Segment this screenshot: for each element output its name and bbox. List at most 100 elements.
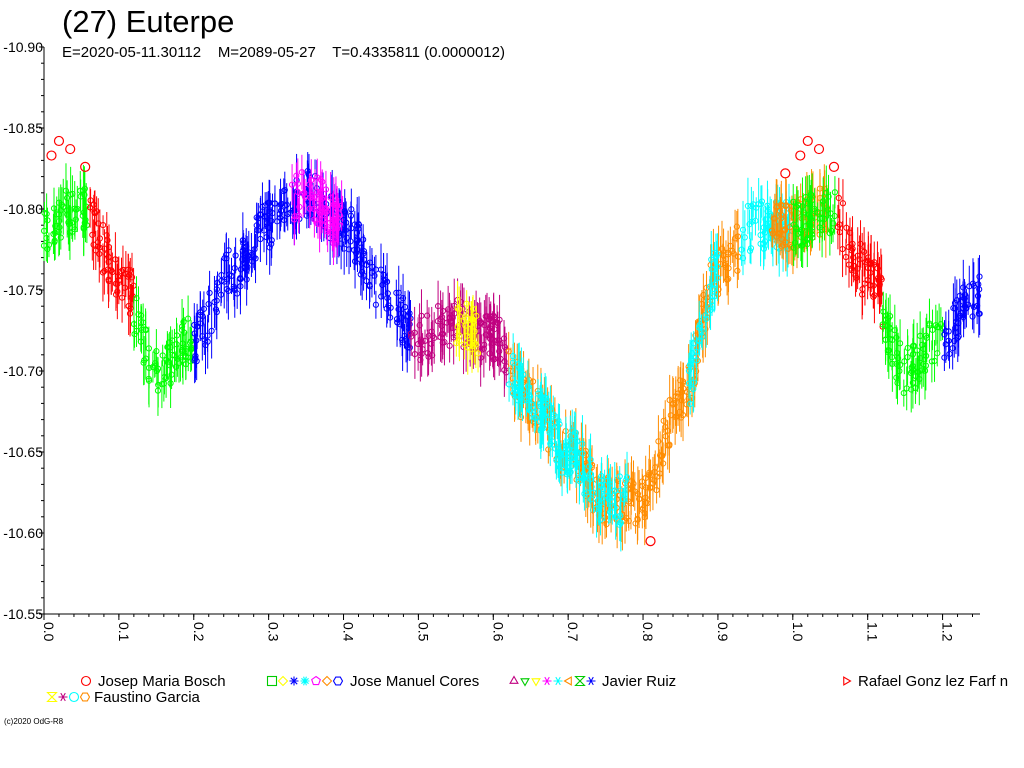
data-point bbox=[538, 412, 545, 420]
observations bbox=[40, 152, 983, 552]
data-point bbox=[622, 477, 629, 484]
data-point bbox=[678, 397, 685, 404]
data-point bbox=[437, 333, 444, 341]
x-tick-label: 0.2 bbox=[191, 622, 207, 642]
data-point bbox=[79, 212, 86, 219]
data-point bbox=[917, 332, 924, 339]
data-point bbox=[126, 272, 133, 279]
data-point bbox=[268, 240, 275, 248]
data-point bbox=[153, 348, 160, 355]
data-point bbox=[672, 399, 679, 406]
data-point bbox=[941, 331, 948, 338]
data-point bbox=[829, 220, 837, 227]
data-point bbox=[825, 193, 832, 200]
x-tick-label: 0.9 bbox=[715, 622, 731, 642]
data-point bbox=[277, 201, 284, 208]
data-point bbox=[790, 221, 797, 228]
y-tick-label: -10.70 bbox=[3, 363, 43, 379]
data-point bbox=[612, 513, 620, 521]
data-point bbox=[185, 315, 192, 322]
data-point bbox=[857, 240, 864, 248]
data-point bbox=[103, 232, 110, 239]
data-point bbox=[278, 200, 285, 208]
data-point bbox=[660, 417, 667, 424]
data-point bbox=[347, 212, 355, 219]
data-point bbox=[741, 234, 748, 241]
data-point bbox=[714, 274, 721, 281]
data-point bbox=[733, 223, 740, 230]
data-point bbox=[411, 350, 418, 358]
asterisk-symbol bbox=[553, 676, 563, 686]
data-point bbox=[586, 463, 593, 470]
data-point bbox=[142, 355, 149, 362]
data-point bbox=[81, 191, 88, 198]
data-point bbox=[104, 266, 112, 273]
pentagon-symbol bbox=[311, 675, 321, 686]
data-point bbox=[684, 388, 691, 396]
data-point bbox=[861, 248, 868, 255]
data-point bbox=[547, 404, 554, 411]
data-point bbox=[191, 321, 198, 329]
data-point bbox=[231, 287, 238, 294]
data-point bbox=[171, 352, 178, 359]
diamond-symbol bbox=[277, 675, 289, 687]
data-point bbox=[916, 375, 923, 383]
data-point bbox=[831, 189, 839, 196]
hourglass-symbol bbox=[46, 691, 58, 703]
data-point bbox=[658, 453, 665, 460]
data-point bbox=[790, 198, 797, 205]
data-point bbox=[208, 327, 215, 334]
data-point bbox=[115, 277, 122, 284]
bosch-point bbox=[828, 161, 840, 172]
data-point bbox=[321, 222, 328, 229]
data-point bbox=[581, 472, 588, 480]
data-point bbox=[329, 225, 336, 232]
data-point bbox=[708, 256, 715, 263]
data-point bbox=[99, 269, 107, 276]
data-point bbox=[466, 339, 474, 346]
x-tick-label: 1.2 bbox=[940, 622, 956, 642]
data-point bbox=[291, 213, 298, 220]
data-point bbox=[531, 414, 538, 421]
data-point bbox=[406, 344, 413, 351]
data-point bbox=[708, 266, 715, 273]
data-point bbox=[154, 387, 162, 394]
data-point bbox=[164, 344, 172, 351]
data-point bbox=[301, 189, 308, 196]
data-point bbox=[318, 195, 325, 203]
data-point bbox=[218, 272, 225, 279]
data-point bbox=[162, 374, 170, 382]
x-tick-label: 0.4 bbox=[341, 622, 357, 642]
data-point bbox=[573, 460, 580, 467]
data-point bbox=[334, 214, 341, 222]
y-tick-label: -10.75 bbox=[3, 282, 43, 298]
data-point bbox=[794, 201, 802, 209]
copyright-notice: (c)2020 OdG-R8 bbox=[4, 717, 64, 726]
data-point bbox=[676, 408, 683, 415]
data-point bbox=[793, 243, 801, 250]
data-point bbox=[762, 216, 769, 223]
data-point bbox=[571, 432, 578, 440]
data-point bbox=[418, 312, 425, 319]
data-point bbox=[974, 292, 982, 300]
data-point bbox=[576, 474, 583, 481]
data-point bbox=[941, 354, 948, 361]
data-point bbox=[807, 191, 815, 198]
data-point bbox=[383, 305, 390, 312]
data-point bbox=[909, 379, 916, 386]
data-point bbox=[319, 178, 326, 185]
data-point bbox=[893, 360, 900, 367]
legend-label: Rafael Gonz lez Farf n bbox=[858, 672, 1009, 690]
data-point bbox=[296, 203, 303, 211]
data-point bbox=[330, 201, 337, 208]
data-point bbox=[379, 281, 386, 289]
data-point bbox=[731, 235, 739, 242]
data-point bbox=[757, 231, 764, 239]
data-point bbox=[677, 377, 684, 384]
data-point bbox=[268, 237, 275, 244]
data-point bbox=[660, 460, 667, 467]
data-point bbox=[569, 427, 576, 434]
data-point bbox=[870, 293, 877, 300]
x-tick-label: 1.1 bbox=[865, 622, 881, 642]
data-point bbox=[969, 313, 976, 320]
